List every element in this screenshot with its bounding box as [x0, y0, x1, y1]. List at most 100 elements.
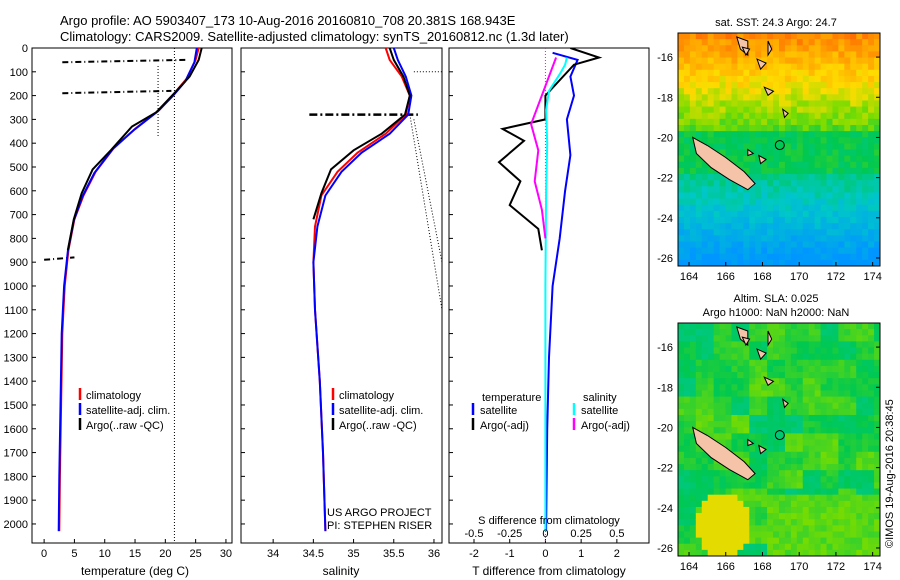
sla_map-cell [749, 513, 756, 520]
sla_map-cell [802, 464, 810, 471]
sla_map-cell [683, 476, 691, 484]
sst_map-cell [844, 39, 851, 46]
sla_map-cell [689, 341, 697, 349]
sla_map-cell [678, 464, 685, 471]
sla_map-cell [820, 506, 828, 514]
sst_map-cell [707, 180, 715, 187]
sst_map-cell [844, 131, 851, 138]
sla_map-cell [761, 476, 768, 484]
sst_map-cell [802, 174, 810, 181]
sla_map-cell [796, 353, 804, 361]
sst_map-cell [820, 149, 828, 157]
sst_map-cell [749, 39, 756, 46]
sst_map-cell [678, 155, 685, 163]
sst_map-cell [701, 100, 709, 108]
sst_map-cell [784, 204, 792, 212]
sst_map-cell [743, 57, 750, 65]
sst_map-cell [755, 39, 762, 46]
sla_map-cell [755, 464, 762, 471]
sst_map-cell [784, 247, 792, 255]
sst_map-cell [749, 223, 756, 230]
sla_map-xtick-label: 168 [753, 561, 771, 573]
sst_map-cell [796, 57, 804, 65]
sst_map-cell [868, 33, 875, 40]
sst_map-cell [725, 82, 733, 89]
sst_map-cell [695, 180, 703, 187]
sst_map-cell [814, 149, 822, 157]
sla_map-cell [767, 525, 774, 533]
sst_map-cell [874, 161, 880, 169]
sla_map-cell [802, 476, 810, 484]
sst_map-cell [725, 192, 733, 200]
sst_map-cell [713, 143, 721, 151]
sla_map-cell [719, 402, 727, 410]
sst_map-cell [701, 223, 709, 230]
sla_map-cell [808, 365, 816, 373]
sst_map-cell [731, 198, 739, 206]
sla_map-cell [773, 335, 780, 342]
difference-series-s-argo-adj- [530, 57, 558, 239]
sla_map-cell [678, 408, 685, 416]
sst_map-cell [689, 259, 697, 266]
sla_map-cell [844, 365, 851, 373]
sst_map-cell [761, 241, 768, 249]
sst_map-cell [808, 33, 816, 40]
sla_map-cell [773, 451, 780, 459]
sst_map-cell [790, 88, 798, 95]
sst_map-cell [802, 155, 810, 163]
sst_map-cell [790, 33, 798, 40]
sla_map-cell [790, 488, 798, 496]
sst_map-cell [808, 39, 816, 46]
sla_map-cell [767, 500, 774, 508]
sst_map-cell [678, 51, 685, 59]
sla_map-cell [719, 506, 727, 514]
sst_map-cell [862, 82, 869, 89]
temperature-series-argo-raw-qc- [66, 48, 203, 251]
sst_map-cell [767, 167, 774, 175]
sst_map-cell [784, 63, 792, 71]
sla_map-cell [701, 457, 709, 465]
sst_map-cell [814, 88, 822, 95]
sst_map-cell [713, 174, 721, 181]
sla_map-cell [784, 464, 792, 471]
sst_map-cell [713, 210, 721, 218]
sst_map-cell [832, 33, 840, 40]
sst_map-cell [796, 161, 804, 169]
sst_map-cell [814, 210, 822, 218]
sst_map-cell [862, 235, 869, 243]
sla_map-cell [820, 543, 828, 551]
sla_map-cell [790, 390, 798, 398]
sst_map-cell [683, 216, 691, 224]
sst_map-cell [862, 33, 869, 40]
sla_map-cell [725, 427, 733, 434]
sst_map-cell [767, 106, 774, 114]
sla_map-cell [689, 494, 697, 502]
sst_map-cell [731, 124, 739, 132]
sst_map-cell [796, 186, 804, 194]
sla_map-cell [850, 390, 857, 398]
sla_map-cell [743, 384, 750, 392]
sla_map-cell [737, 390, 744, 398]
sst_map-cell [707, 69, 715, 77]
sla_map-cell [802, 402, 810, 410]
sla_map-cell [725, 513, 733, 520]
sla_map-cell [844, 445, 851, 453]
sla_map-cell [808, 464, 816, 471]
sla_map-cell [802, 519, 810, 526]
sst_map-cell [808, 137, 816, 144]
sst_map-cell [755, 223, 762, 230]
sst_map-cell [678, 106, 685, 114]
sst_map-cell [808, 63, 816, 71]
sla_map-cell [773, 549, 780, 556]
sst_map-cell [749, 45, 756, 52]
sst_map-cell [784, 112, 792, 120]
sst_map-cell [731, 229, 739, 236]
sst_map-cell [713, 94, 721, 102]
sst_map-frame [677, 32, 881, 267]
sla_map-cell [802, 353, 810, 361]
sst_map-cell [689, 143, 697, 151]
sla_map-cell [838, 464, 845, 471]
sst_map-cell [743, 63, 750, 71]
land-island [758, 154, 768, 165]
